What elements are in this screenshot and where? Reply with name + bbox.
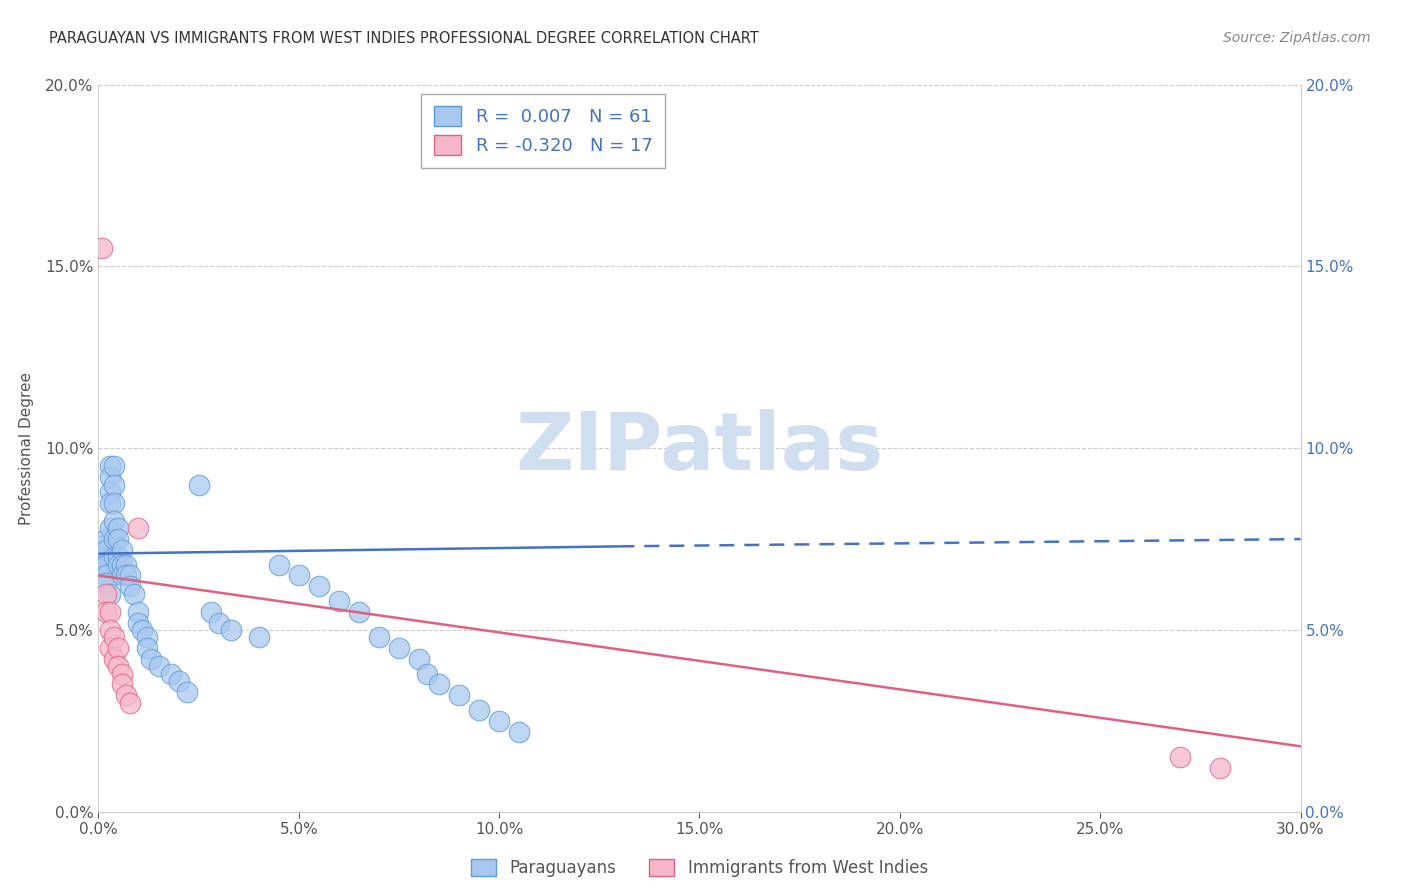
Point bbox=[200, 605, 222, 619]
Point bbox=[328, 594, 350, 608]
Point bbox=[115, 558, 138, 572]
Text: Source: ZipAtlas.com: Source: ZipAtlas.com bbox=[1223, 31, 1371, 45]
Point bbox=[103, 532, 125, 546]
Point bbox=[111, 558, 134, 572]
Point bbox=[100, 587, 122, 601]
Point bbox=[103, 477, 125, 491]
Point bbox=[120, 568, 142, 582]
Point bbox=[159, 666, 181, 681]
Text: PARAGUAYAN VS IMMIGRANTS FROM WEST INDIES PROFESSIONAL DEGREE CORRELATION CHART: PARAGUAYAN VS IMMIGRANTS FROM WEST INDIE… bbox=[49, 31, 759, 46]
Point bbox=[416, 666, 439, 681]
Point bbox=[1170, 750, 1192, 764]
Point bbox=[103, 550, 125, 565]
Point bbox=[100, 470, 122, 484]
Point bbox=[427, 677, 450, 691]
Point bbox=[103, 630, 125, 644]
Point bbox=[96, 568, 118, 582]
Point bbox=[111, 666, 134, 681]
Point bbox=[128, 521, 150, 535]
Point bbox=[115, 568, 138, 582]
Point bbox=[111, 543, 134, 558]
Point bbox=[91, 241, 114, 255]
Point bbox=[115, 689, 138, 703]
Point bbox=[107, 521, 129, 535]
Point bbox=[176, 685, 198, 699]
Point bbox=[100, 521, 122, 535]
Point bbox=[139, 652, 162, 666]
Point bbox=[219, 623, 242, 637]
Point bbox=[267, 558, 290, 572]
Point bbox=[96, 575, 118, 590]
Point bbox=[96, 543, 118, 558]
Point bbox=[103, 459, 125, 474]
Point bbox=[96, 558, 118, 572]
Point bbox=[100, 484, 122, 499]
Point bbox=[91, 558, 114, 572]
Point bbox=[368, 630, 391, 644]
Point bbox=[148, 659, 170, 673]
Point bbox=[96, 587, 118, 601]
Point bbox=[91, 540, 114, 554]
Legend: Paraguayans, Immigrants from West Indies: Paraguayans, Immigrants from West Indies bbox=[464, 852, 935, 883]
Point bbox=[388, 641, 411, 656]
Point bbox=[91, 550, 114, 565]
Point bbox=[128, 605, 150, 619]
Point bbox=[111, 677, 134, 691]
Point bbox=[1209, 761, 1232, 775]
Point bbox=[100, 605, 122, 619]
Point bbox=[120, 579, 142, 593]
Point bbox=[124, 587, 146, 601]
Point bbox=[187, 477, 209, 491]
Point bbox=[107, 550, 129, 565]
Point bbox=[107, 558, 129, 572]
Text: ZIPatlas: ZIPatlas bbox=[516, 409, 883, 487]
Point bbox=[488, 714, 510, 728]
Point bbox=[135, 641, 157, 656]
Point bbox=[447, 689, 470, 703]
Point bbox=[208, 615, 231, 630]
Point bbox=[96, 532, 118, 546]
Point bbox=[288, 568, 311, 582]
Point bbox=[107, 641, 129, 656]
Point bbox=[128, 615, 150, 630]
Point bbox=[103, 652, 125, 666]
Point bbox=[120, 696, 142, 710]
Point bbox=[100, 496, 122, 510]
Point bbox=[103, 496, 125, 510]
Point bbox=[96, 605, 118, 619]
Point bbox=[468, 703, 491, 717]
Y-axis label: Professional Degree: Professional Degree bbox=[20, 372, 34, 524]
Point bbox=[111, 568, 134, 582]
Point bbox=[107, 659, 129, 673]
Point bbox=[100, 623, 122, 637]
Point bbox=[308, 579, 330, 593]
Point bbox=[107, 532, 129, 546]
Point bbox=[247, 630, 270, 644]
Point bbox=[167, 673, 190, 688]
Point bbox=[131, 623, 153, 637]
Point bbox=[100, 641, 122, 656]
Point bbox=[100, 459, 122, 474]
Point bbox=[508, 724, 530, 739]
Point bbox=[408, 652, 430, 666]
Point bbox=[103, 514, 125, 528]
Point bbox=[347, 605, 370, 619]
Point bbox=[135, 630, 157, 644]
